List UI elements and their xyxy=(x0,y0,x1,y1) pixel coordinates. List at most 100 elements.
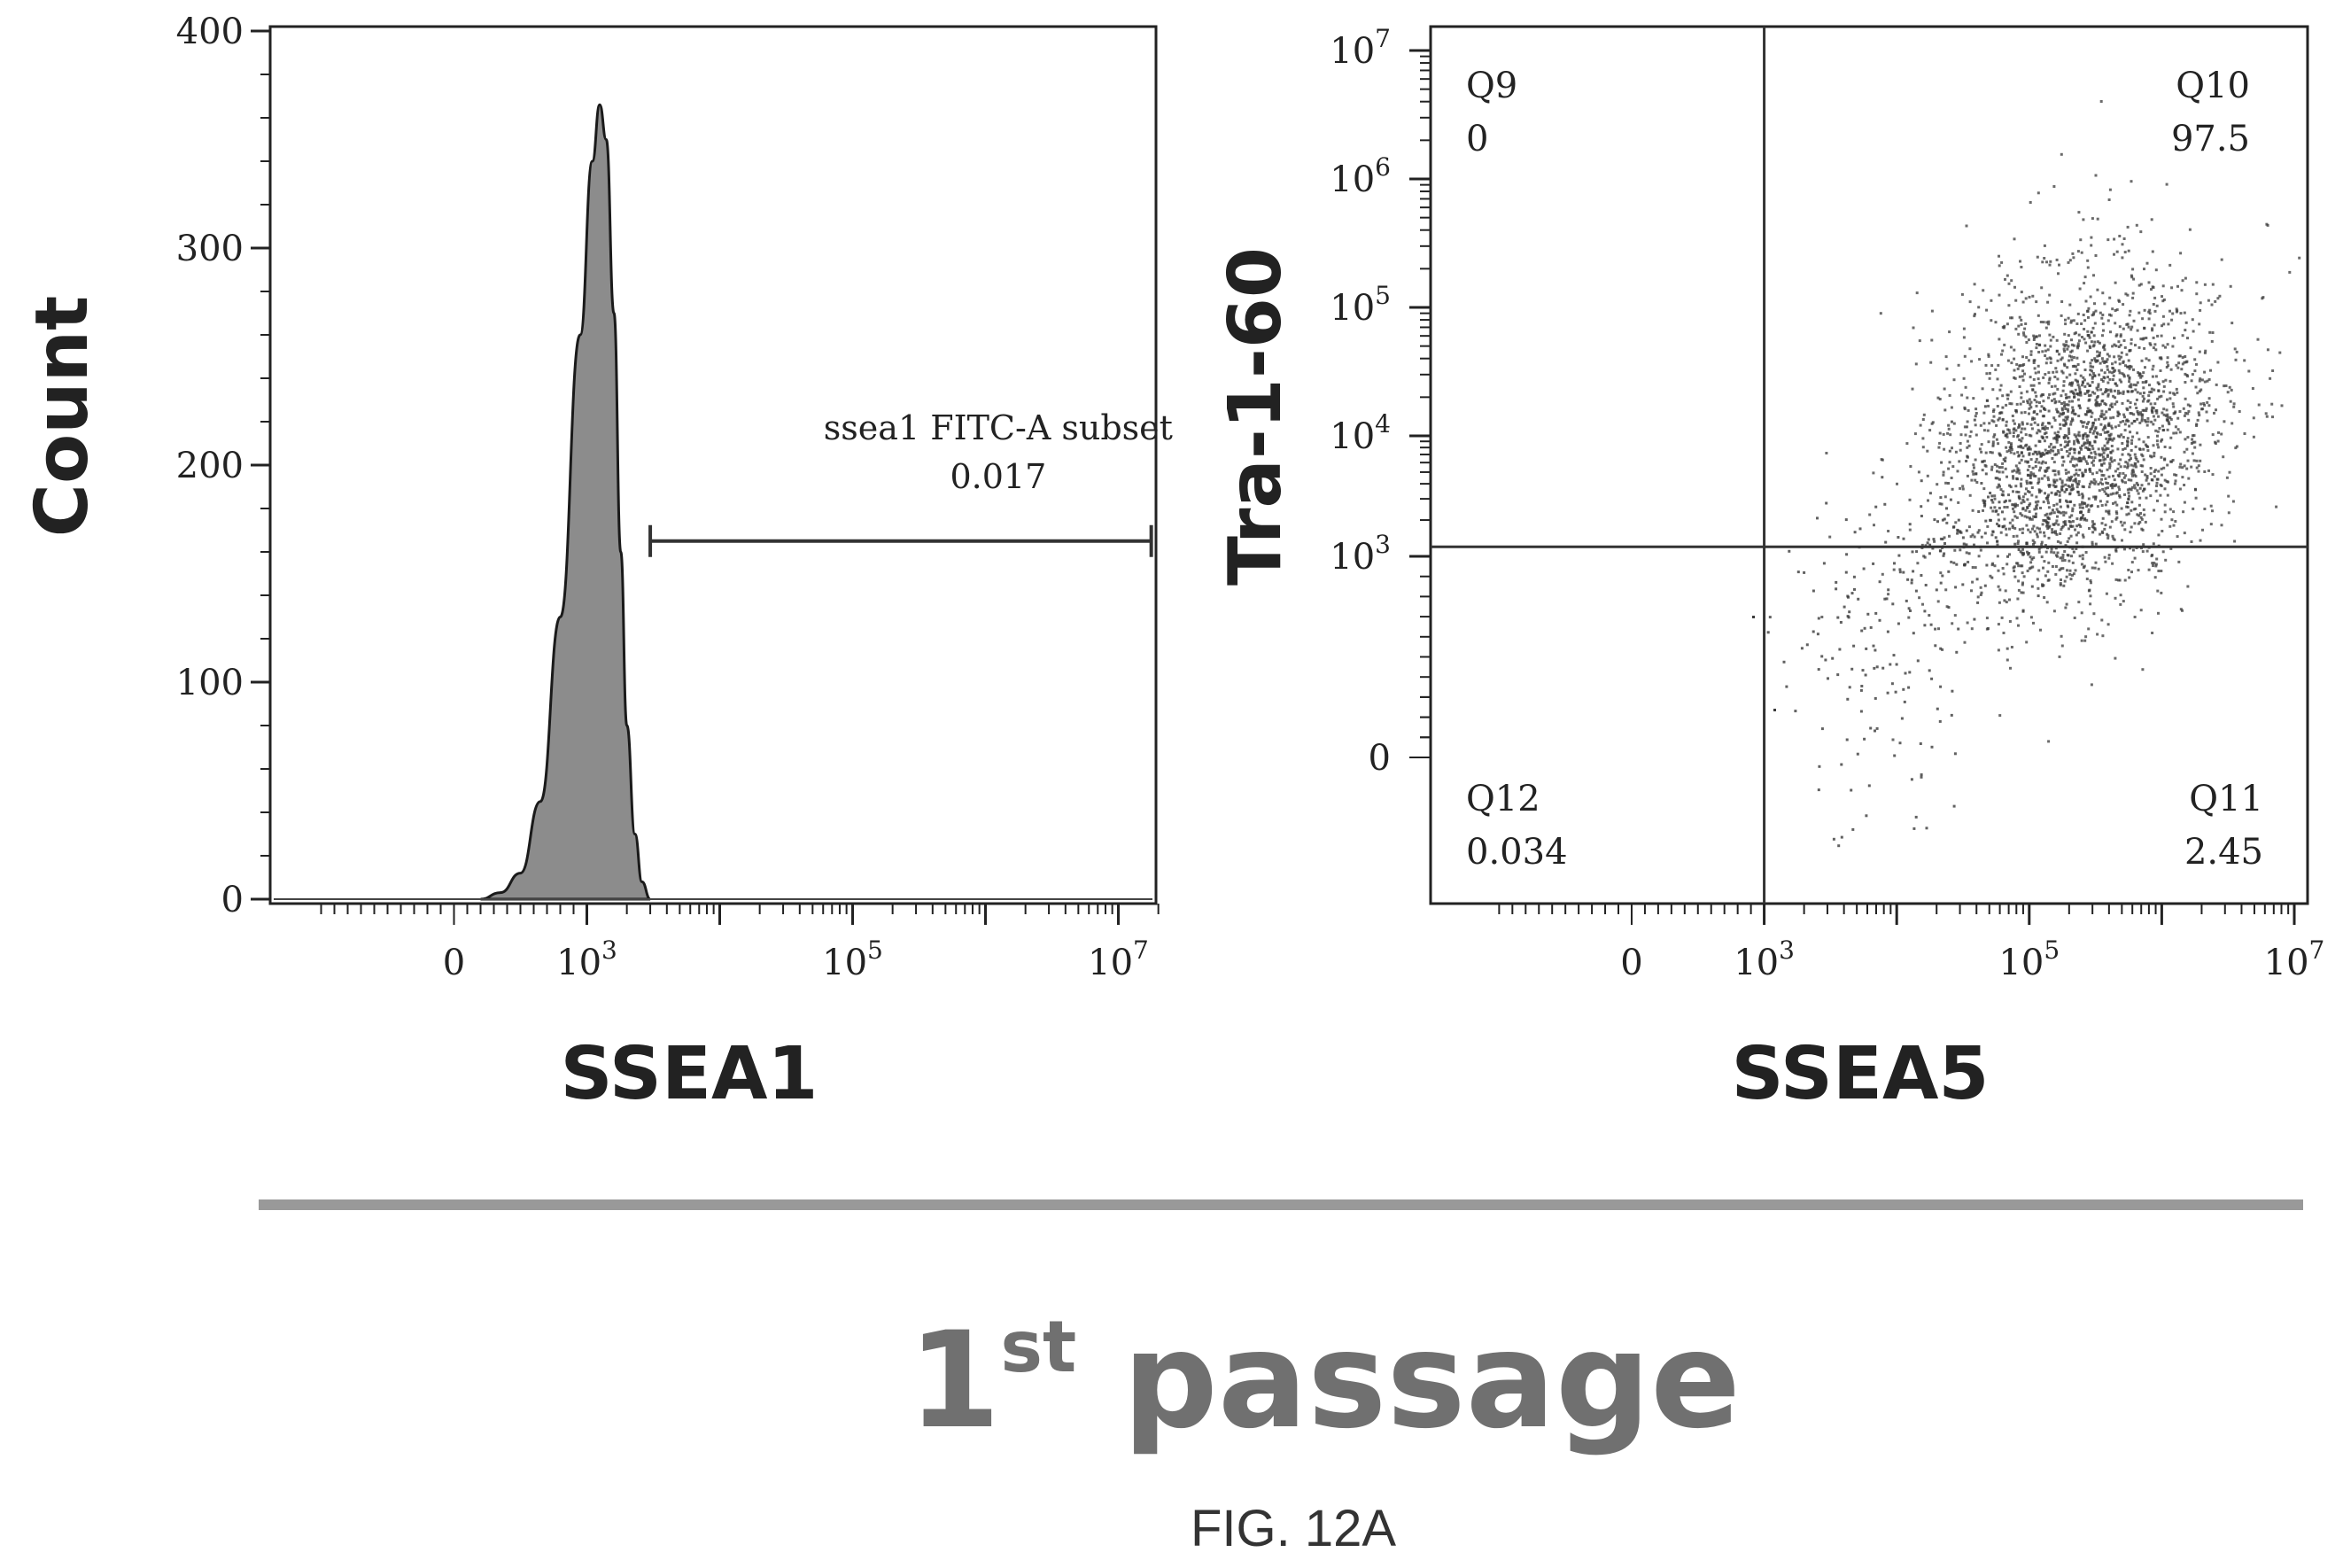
scatter-point xyxy=(2179,608,2183,611)
scatter-point xyxy=(2125,513,2129,516)
scatter-point xyxy=(2048,445,2052,448)
scatter-point xyxy=(2089,431,2091,434)
scatter-point xyxy=(2058,655,2061,658)
scatter-point xyxy=(2106,441,2109,445)
scatter-point xyxy=(2108,188,2112,191)
scatter-point xyxy=(1991,501,1995,504)
scatter-point xyxy=(2128,458,2131,462)
scatter-point xyxy=(2175,473,2178,477)
scatter-point xyxy=(2103,344,2106,347)
scatter-point xyxy=(2082,514,2084,517)
scatter-point xyxy=(2126,466,2130,470)
scatter-point xyxy=(2157,383,2161,385)
scatter-point xyxy=(2004,467,2007,470)
scatter-point xyxy=(2045,436,2049,439)
scatter-point xyxy=(2029,477,2032,479)
scatter-point xyxy=(2047,409,2051,413)
scatter-point xyxy=(2060,578,2062,581)
scatter-point xyxy=(2012,435,2015,438)
scatter-point xyxy=(2084,441,2088,445)
scatter-point xyxy=(2032,359,2036,362)
scatter-point xyxy=(2230,388,2233,392)
scatter-point xyxy=(1936,600,1940,603)
scatter-point xyxy=(2035,450,2038,454)
scatter-point xyxy=(2102,376,2106,379)
scatter-point xyxy=(2105,592,2108,595)
scatter-point xyxy=(1963,406,1967,409)
scatter-point xyxy=(2032,472,2036,476)
scatter-point xyxy=(2119,465,2122,469)
scatter-point xyxy=(2034,501,2037,504)
scatter-point xyxy=(2130,328,2133,331)
scatter-point xyxy=(2046,527,2050,531)
scatter-point xyxy=(1864,673,1867,677)
scatter-point xyxy=(2140,359,2144,362)
scatter-point xyxy=(1850,667,1854,671)
scatter-point xyxy=(1953,752,1957,756)
scatter-point xyxy=(2130,501,2134,504)
scatter-point xyxy=(2094,542,2098,546)
scatter-point xyxy=(1992,420,1996,423)
scatter-point xyxy=(2078,456,2082,460)
scatter-point xyxy=(1938,441,1942,445)
scatter-point xyxy=(2061,567,2065,571)
scatter-point xyxy=(2060,479,2064,483)
scatter-point xyxy=(1938,398,1942,400)
scatter-point xyxy=(1974,408,1978,411)
scatter-point xyxy=(2097,417,2100,421)
scatter-point xyxy=(1927,499,1929,502)
scatter-point xyxy=(2142,386,2145,390)
scatter-point xyxy=(1969,430,1973,433)
scatter-point xyxy=(1963,425,1967,429)
scatter-point xyxy=(2114,656,2117,660)
scatter-point xyxy=(2141,528,2145,532)
quadrant-value: 97.5 xyxy=(2171,119,2250,159)
scatter-point xyxy=(2017,332,2021,336)
scatter-point xyxy=(2122,327,2125,330)
scatter-point xyxy=(1766,631,1770,634)
scatter-point xyxy=(2151,368,2154,371)
scatter-point xyxy=(2035,507,2038,510)
scatter-point xyxy=(2155,409,2159,412)
scatter-point xyxy=(2021,507,2025,510)
scatter-point xyxy=(2018,423,2021,426)
scatter-point xyxy=(1984,464,1988,468)
scatter-point xyxy=(1974,433,1978,437)
scatter-point xyxy=(2021,551,2024,555)
scatter-point xyxy=(2142,508,2145,511)
scatter-point xyxy=(2084,551,2088,554)
scatter-point xyxy=(2216,297,2220,300)
scatter-point xyxy=(1909,609,1912,612)
scatter-point xyxy=(2017,579,2021,583)
scatter-point xyxy=(2094,174,2098,177)
scatter-point xyxy=(2035,495,2038,499)
scatter-point xyxy=(2015,490,2019,493)
scatter-x-axis: 0 103 105 107 xyxy=(1498,904,2324,983)
scatter-point xyxy=(1942,554,1945,557)
scatter-point xyxy=(1825,501,1828,505)
scatter-point xyxy=(2083,457,2086,461)
scatter-point xyxy=(2190,540,2193,543)
scatter-point xyxy=(1963,640,1967,644)
scatter-point xyxy=(2081,493,2084,496)
scatter-point xyxy=(2074,528,2076,532)
scatter-point xyxy=(2052,416,2056,420)
scatter-point xyxy=(1846,697,1850,701)
scatter-point xyxy=(1925,827,1928,830)
scatter-point xyxy=(2055,258,2059,261)
scatter-point xyxy=(1952,561,1956,564)
scatter-point xyxy=(1920,574,1923,577)
scatter-point xyxy=(2195,281,2199,284)
scatter-point xyxy=(1908,671,1912,674)
scatter-point xyxy=(2067,505,2070,508)
scatter-point xyxy=(2099,100,2103,103)
scatter-point xyxy=(2100,378,2103,381)
scatter-point xyxy=(1917,470,1920,474)
scatter-point xyxy=(2099,388,2103,392)
scatter-point xyxy=(2168,415,2172,419)
scatter-point xyxy=(1857,597,1860,601)
scatter-point xyxy=(2191,318,2194,322)
scatter-point xyxy=(1993,497,1997,501)
scatter-point xyxy=(1992,408,1996,412)
scatter-point xyxy=(1928,552,1931,555)
